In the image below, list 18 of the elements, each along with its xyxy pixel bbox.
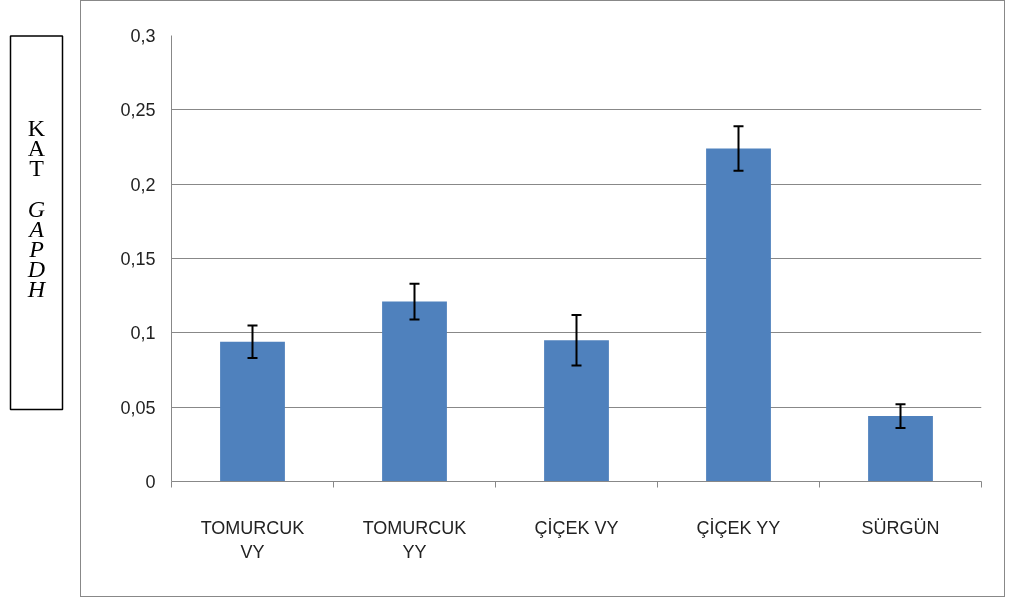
bar xyxy=(868,416,933,482)
x-tick-label: TOMURCUK VY xyxy=(200,517,305,562)
y-tick-label: 0,2 xyxy=(130,174,156,195)
bar xyxy=(544,340,609,482)
bar xyxy=(382,301,447,482)
x-tick-label: ÇİÇEK YY xyxy=(696,517,781,538)
bar xyxy=(220,341,285,482)
x-tick-label: ÇİÇEK VY xyxy=(534,517,619,538)
bar xyxy=(706,148,771,482)
y-tick-label: 0 xyxy=(145,472,156,492)
y-tick-label: 0,15 xyxy=(120,249,156,269)
x-tick-label: TOMURCUK YY xyxy=(362,517,467,562)
y-tick-label: 0,1 xyxy=(130,323,156,344)
x-tick-label: SÜRGÜN xyxy=(861,517,940,538)
y-tick-label: 0,3 xyxy=(130,26,156,46)
y-tick-label: 0,25 xyxy=(120,100,156,121)
y-axis-title: KAT GAPDH xyxy=(26,114,47,303)
y-tick-label: 0,05 xyxy=(120,397,156,418)
